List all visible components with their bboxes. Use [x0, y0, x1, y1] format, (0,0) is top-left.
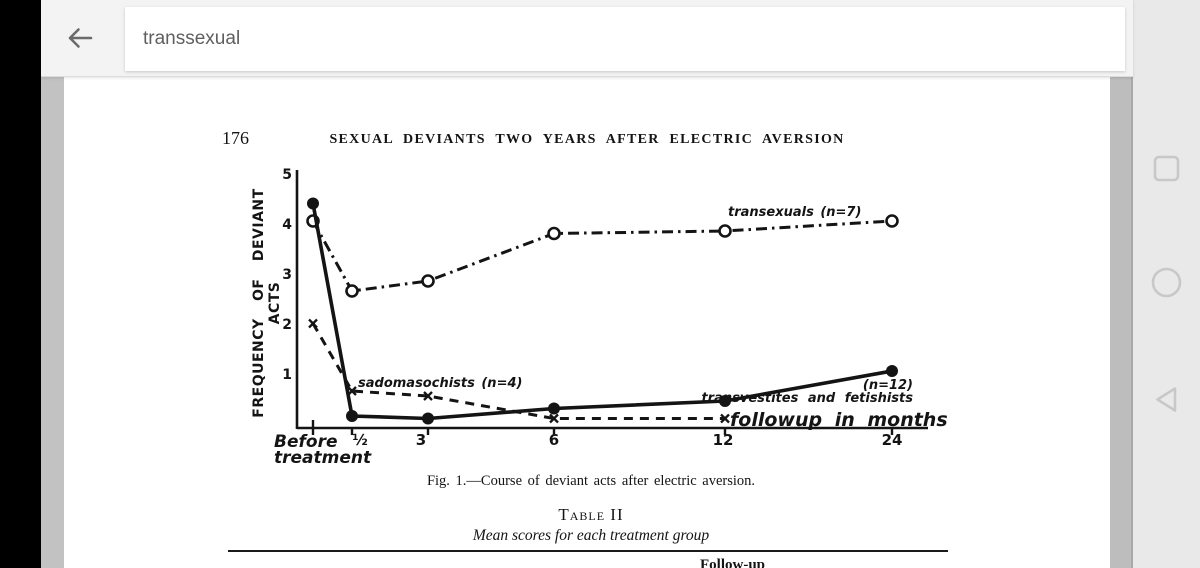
- y-tick-5: 5: [282, 167, 292, 183]
- top-app-bar: [41, 0, 1133, 77]
- y-tick-4: 4: [282, 217, 292, 233]
- back-nav-button[interactable]: [1150, 382, 1184, 416]
- recents-button[interactable]: [1150, 151, 1184, 185]
- x-tick-24: 24: [881, 431, 903, 449]
- before-label-line1: Before: [274, 432, 338, 452]
- table-title: Table II: [558, 505, 624, 524]
- table-column-header-followup: Follow-up: [700, 557, 766, 568]
- x-tick-3: 3: [415, 431, 427, 449]
- transvestites-label-n: (n=12): [862, 378, 913, 393]
- y-axis-label: FREQUENCY OF DEVIANT ACTS: [251, 188, 283, 418]
- series-label-transexuals: transexuals (n=7): [728, 205, 862, 220]
- series-label-sadomasochists: sadomasochists (n=4): [358, 376, 523, 391]
- table-subtitle: Mean scores for each treatment group: [472, 527, 710, 544]
- home-button[interactable]: [1150, 265, 1184, 299]
- back-button[interactable]: [56, 14, 104, 62]
- figure-chart-svg: [295, 170, 928, 435]
- viewer-scrollbar-right[interactable]: [1110, 77, 1133, 568]
- x-axis-label: followup in months: [730, 409, 948, 431]
- screen-edge-black-strip: [0, 0, 41, 568]
- y-tick-1: 1: [282, 367, 292, 383]
- back-triangle-icon: [1156, 386, 1177, 412]
- recents-square-icon: [1153, 155, 1180, 181]
- figure-caption: Fig. 1.—Course of deviant acts after ele…: [426, 473, 756, 489]
- y-tick-2: 2: [282, 317, 292, 333]
- android-nav-rail: [1133, 0, 1200, 568]
- figure-1: FREQUENCY OF DEVIANT ACTS 5 4 3 2 1 ½ 3 …: [240, 158, 1000, 473]
- x-tick-half: ½: [352, 431, 368, 449]
- y-tick-3: 3: [282, 267, 292, 283]
- search-input[interactable]: [125, 7, 1125, 71]
- running-head: SEXUAL DEVIANTS TWO YEARS AFTER ELECTRIC…: [329, 132, 845, 147]
- series-label-transvestites-fetishists: (n=12) transvestites and fetishists: [701, 379, 913, 405]
- home-circle-icon: [1151, 267, 1182, 297]
- transvestites-label-text: transvestites and fetishists: [701, 391, 913, 406]
- x-tick-before-treatment: Before treatment: [274, 432, 372, 468]
- x-tick-12: 12: [712, 431, 734, 449]
- search-box: [125, 7, 1125, 71]
- before-label-line2: treatment: [274, 448, 372, 468]
- arrow-left-icon: [68, 28, 93, 48]
- table-top-rule: [228, 550, 948, 552]
- page-number: 176: [222, 128, 249, 148]
- viewer-gutter-left: [41, 77, 64, 568]
- document-page: 176 SEXUAL DEVIANTS TWO YEARS AFTER ELEC…: [64, 77, 1110, 568]
- x-tick-6: 6: [548, 431, 560, 449]
